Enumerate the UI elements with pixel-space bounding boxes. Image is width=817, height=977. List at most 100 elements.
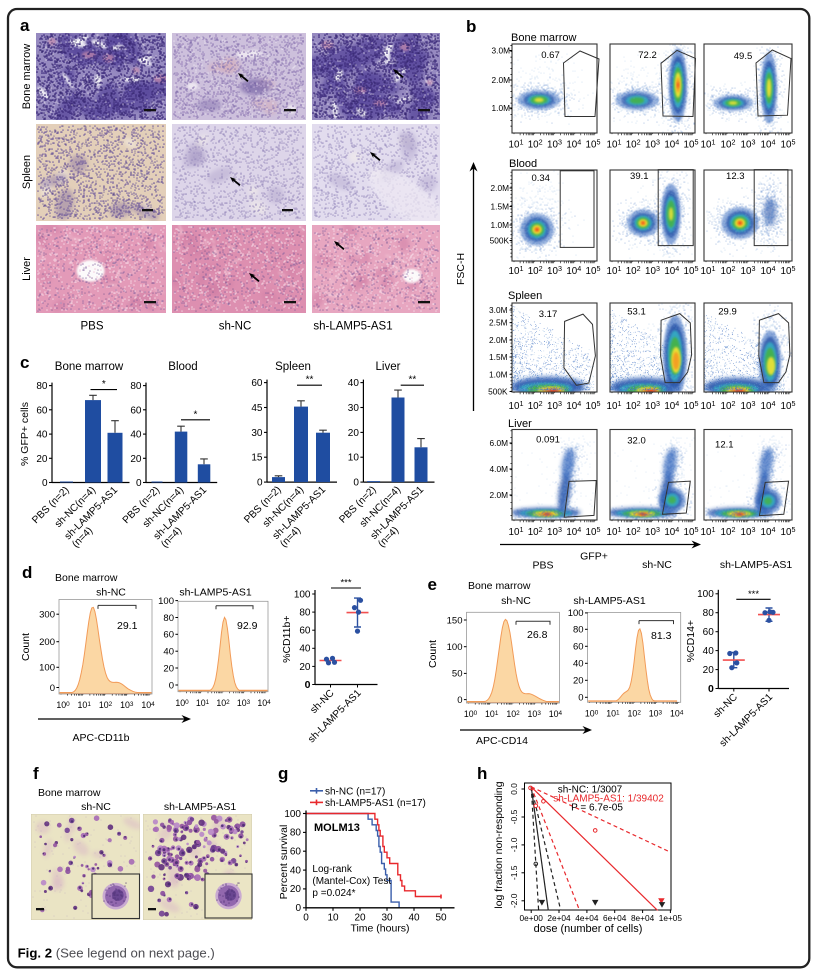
svg-text:49.5: 49.5 (734, 51, 753, 62)
svg-text:100: 100 (568, 608, 584, 619)
svg-text:102: 102 (628, 709, 642, 719)
svg-text:Bone marrow: Bone marrow (511, 32, 576, 44)
svg-text:104: 104 (670, 709, 684, 719)
svg-text:2e+04: 2e+04 (547, 913, 571, 923)
svg-text:p =0.024*: p =0.024* (312, 888, 355, 899)
svg-text:3.0M: 3.0M (492, 46, 511, 56)
svg-text:Bone marrow: Bone marrow (38, 787, 101, 799)
svg-text:100: 100 (39, 663, 55, 674)
svg-text:0: 0 (257, 478, 263, 489)
svg-text:Count: Count (427, 640, 439, 668)
svg-text:f: f (33, 764, 39, 783)
svg-text:Spleen: Spleen (21, 155, 33, 189)
svg-text:0.67: 0.67 (541, 50, 560, 61)
svg-text:60: 60 (299, 626, 311, 637)
svg-text:FSC-H: FSC-H (455, 253, 467, 285)
svg-text:20: 20 (703, 665, 715, 676)
svg-text:0: 0 (578, 693, 583, 704)
svg-text:100: 100 (447, 642, 463, 653)
svg-text:1.5M: 1.5M (489, 352, 508, 362)
svg-text:Log-rank: Log-rank (312, 864, 352, 875)
svg-text:2.5M: 2.5M (489, 318, 508, 328)
svg-text:4.0M: 4.0M (490, 464, 509, 474)
svg-text:81.3: 81.3 (651, 630, 672, 642)
svg-text:101: 101 (485, 709, 499, 719)
svg-text:101: 101 (78, 700, 92, 710)
svg-text:102: 102 (506, 709, 520, 719)
svg-text:sh-NC (n=17): sh-NC (n=17) (325, 786, 385, 797)
svg-text:53.1: 53.1 (627, 307, 646, 318)
svg-text:40: 40 (290, 865, 302, 876)
svg-text:60: 60 (36, 405, 48, 416)
svg-text:60: 60 (703, 627, 715, 638)
svg-text:80: 80 (573, 625, 584, 636)
svg-text:0: 0 (303, 912, 309, 923)
svg-text:Percent survival: Percent survival (278, 825, 290, 900)
svg-text:100: 100 (697, 589, 714, 600)
svg-text:P = 6.7e-05: P = 6.7e-05 (571, 803, 623, 814)
svg-text:12.1: 12.1 (715, 440, 734, 451)
svg-text:20: 20 (290, 884, 302, 895)
svg-text:40: 40 (348, 378, 360, 389)
svg-text:150: 150 (447, 615, 463, 626)
svg-text:1.0M: 1.0M (489, 369, 508, 379)
svg-text:sh-LAMP5-AS1 (n=17): sh-LAMP5-AS1 (n=17) (325, 798, 426, 809)
svg-text:sh-LAMP5-AS1: sh-LAMP5-AS1 (720, 559, 793, 571)
svg-text:***: *** (340, 578, 351, 589)
svg-text:c: c (20, 353, 29, 372)
svg-text:0.0: 0.0 (509, 783, 519, 795)
svg-text:Blood: Blood (509, 158, 537, 170)
svg-text:6e+04: 6e+04 (603, 913, 627, 923)
svg-text:80: 80 (163, 613, 174, 624)
svg-text:103: 103 (237, 698, 251, 708)
svg-text:Liver: Liver (508, 418, 532, 430)
svg-text:1.0M: 1.0M (492, 103, 511, 113)
svg-text:4e+04: 4e+04 (575, 913, 599, 923)
svg-text:102: 102 (99, 700, 113, 710)
svg-text:0: 0 (708, 683, 714, 695)
svg-text:PBS: PBS (532, 560, 553, 572)
svg-text:Liver: Liver (21, 257, 33, 281)
svg-text:log fraction non-responding: log fraction non-responding (493, 781, 505, 908)
svg-text:1e+05: 1e+05 (659, 913, 683, 923)
svg-text:10: 10 (348, 453, 360, 464)
svg-text:8e+04: 8e+04 (631, 913, 655, 923)
svg-text:Bone marrow: Bone marrow (55, 572, 118, 584)
svg-text:100: 100 (464, 709, 478, 719)
svg-text:sh-NC: sh-NC (81, 801, 111, 813)
svg-text:26.8: 26.8 (527, 629, 548, 641)
svg-text:20: 20 (573, 676, 584, 687)
svg-text:sh-LAMP5-AS1: sh-LAMP5-AS1 (164, 801, 237, 813)
svg-text:100: 100 (585, 709, 599, 719)
svg-text:sh-LAMP5-AS1: 1/39402: sh-LAMP5-AS1: 1/39402 (553, 794, 664, 805)
svg-text:500K: 500K (488, 387, 508, 397)
svg-text:200: 200 (39, 637, 55, 648)
svg-text:0: 0 (457, 695, 462, 706)
svg-text:20: 20 (36, 454, 48, 465)
svg-text:3.17: 3.17 (539, 309, 558, 320)
svg-text:2.0M: 2.0M (492, 75, 511, 85)
svg-text:%CD11b+: %CD11b+ (281, 616, 293, 663)
svg-text:sh-NC: 1/3007: sh-NC: 1/3007 (558, 785, 623, 796)
svg-text:104: 104 (549, 709, 563, 719)
svg-text:104: 104 (141, 700, 155, 710)
svg-text:0: 0 (136, 478, 142, 489)
svg-text:-1.5: -1.5 (509, 865, 519, 880)
svg-text:103: 103 (649, 709, 663, 719)
svg-text:APC-CD11b: APC-CD11b (73, 732, 130, 744)
svg-text:sh-NC: sh-NC (219, 321, 252, 333)
svg-text:0: 0 (42, 478, 48, 489)
svg-text:% GFP+ cells: % GFP+ cells (19, 402, 31, 466)
svg-text:30: 30 (381, 912, 393, 923)
svg-text:104: 104 (257, 698, 271, 708)
svg-text:**: ** (409, 375, 417, 386)
svg-text:2.0M: 2.0M (489, 335, 508, 345)
svg-text:6.0M: 6.0M (490, 438, 509, 448)
svg-text:sh-LAMP5-AS1: sh-LAMP5-AS1 (179, 587, 252, 599)
svg-text:50: 50 (452, 669, 463, 680)
svg-text:Count: Count (20, 633, 32, 661)
svg-text:92.9: 92.9 (237, 620, 258, 632)
svg-text:20: 20 (348, 428, 360, 439)
svg-text:80: 80 (299, 608, 311, 619)
svg-text:0: 0 (353, 478, 359, 489)
